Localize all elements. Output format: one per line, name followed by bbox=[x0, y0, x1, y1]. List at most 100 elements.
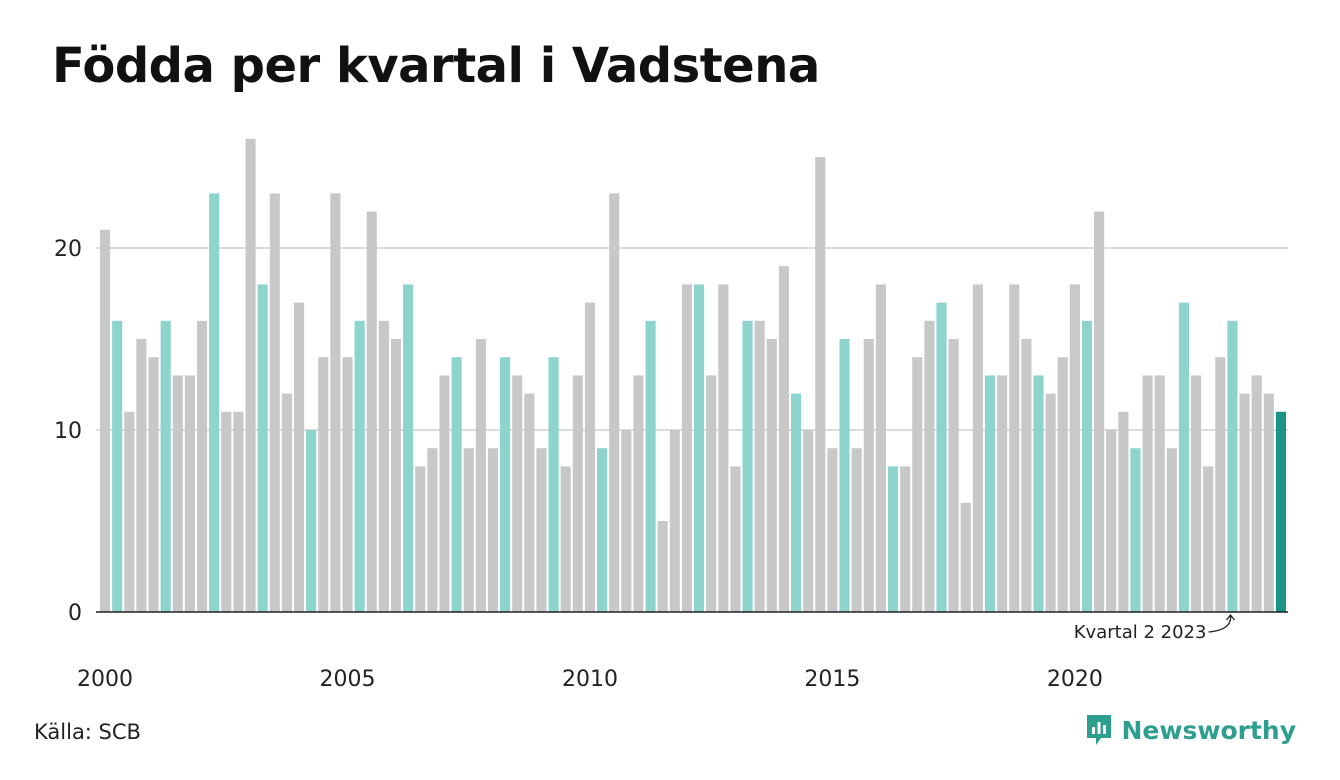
bar bbox=[148, 357, 159, 612]
bar bbox=[681, 284, 692, 612]
bar bbox=[160, 320, 171, 612]
bar bbox=[1033, 375, 1044, 612]
bar bbox=[694, 284, 705, 612]
bar bbox=[1130, 448, 1141, 612]
bar bbox=[390, 339, 402, 612]
bar bbox=[439, 375, 450, 612]
bar bbox=[427, 448, 438, 612]
bar bbox=[839, 339, 850, 612]
bar bbox=[257, 284, 268, 612]
bar bbox=[1045, 393, 1056, 612]
bar bbox=[269, 193, 280, 612]
x-tick-label: 2005 bbox=[320, 667, 376, 692]
bar bbox=[1094, 211, 1105, 612]
bar bbox=[1142, 375, 1153, 612]
bar bbox=[584, 302, 596, 612]
bar bbox=[1275, 411, 1286, 612]
bar bbox=[1166, 448, 1177, 612]
bar bbox=[415, 466, 426, 612]
brand-logo: Newsworthy bbox=[1084, 712, 1297, 748]
bar bbox=[718, 284, 729, 612]
bar bbox=[948, 339, 959, 612]
bar bbox=[827, 448, 838, 612]
bar bbox=[790, 393, 802, 612]
bar bbox=[863, 339, 874, 612]
bar bbox=[209, 193, 220, 612]
bar bbox=[560, 466, 571, 612]
bar bbox=[1118, 411, 1129, 612]
bar bbox=[1227, 320, 1238, 612]
bar bbox=[742, 320, 753, 612]
bar bbox=[815, 157, 826, 612]
bar bbox=[1191, 375, 1202, 612]
bar bbox=[778, 266, 789, 612]
bar bbox=[633, 375, 644, 612]
bar bbox=[318, 357, 329, 612]
bar bbox=[1178, 302, 1190, 612]
bar bbox=[875, 284, 886, 612]
bar bbox=[1251, 375, 1262, 612]
bars bbox=[100, 138, 1286, 613]
chart-title: Födda per kvartal i Vadstena bbox=[52, 38, 820, 94]
bar bbox=[900, 466, 911, 612]
bar bbox=[1081, 320, 1093, 612]
bar bbox=[572, 375, 583, 612]
bar bbox=[912, 357, 923, 612]
bar bbox=[645, 320, 656, 612]
y-tick-label: 10 bbox=[54, 419, 82, 444]
bar bbox=[184, 375, 195, 612]
bar bbox=[803, 430, 814, 612]
y-axis-ticks: 0 10 20 bbox=[54, 237, 82, 626]
bar bbox=[306, 430, 317, 612]
bar bbox=[924, 320, 935, 612]
bar bbox=[972, 284, 983, 612]
bar bbox=[1263, 393, 1274, 612]
source-note: Källa: SCB bbox=[34, 720, 141, 744]
x-tick-label: 2000 bbox=[77, 667, 133, 692]
bar bbox=[1203, 466, 1214, 612]
x-axis-ticks: 2000 2005 2010 2015 2020 bbox=[77, 667, 1103, 692]
bar bbox=[366, 211, 377, 612]
bar bbox=[1021, 339, 1032, 612]
bar bbox=[730, 466, 741, 612]
bar bbox=[112, 320, 123, 612]
bar bbox=[984, 375, 996, 612]
bar bbox=[403, 284, 414, 612]
bar bbox=[1215, 357, 1226, 612]
bar bbox=[1239, 393, 1250, 612]
bar bbox=[754, 320, 765, 612]
bar bbox=[548, 357, 559, 612]
bar bbox=[1057, 357, 1068, 612]
bar bbox=[100, 229, 111, 613]
bar bbox=[512, 375, 523, 612]
bar bbox=[330, 193, 341, 612]
y-tick-label: 0 bbox=[68, 601, 82, 626]
bar bbox=[463, 448, 474, 612]
x-tick-label: 2015 bbox=[804, 667, 860, 692]
bar bbox=[245, 138, 256, 613]
bar bbox=[451, 357, 462, 612]
bar bbox=[1069, 284, 1080, 612]
brand-name: Newsworthy bbox=[1121, 715, 1297, 745]
bar bbox=[293, 302, 305, 612]
bar bbox=[936, 302, 947, 612]
bar bbox=[609, 193, 620, 612]
bar bbox=[960, 502, 971, 612]
newsworthy-logo-icon bbox=[1086, 715, 1111, 745]
bar bbox=[997, 375, 1008, 612]
bar bbox=[124, 411, 135, 612]
bar bbox=[172, 375, 183, 612]
bar bbox=[136, 339, 147, 612]
bar bbox=[524, 393, 535, 612]
bar bbox=[1009, 284, 1020, 612]
bar bbox=[233, 411, 244, 612]
bar bbox=[342, 357, 353, 612]
bar bbox=[536, 448, 547, 612]
annotation: Kvartal 2 2023 bbox=[1074, 613, 1235, 643]
bar bbox=[887, 466, 899, 612]
bar bbox=[669, 430, 680, 612]
bar bbox=[766, 339, 777, 612]
bar bbox=[221, 411, 232, 612]
x-tick-label: 2010 bbox=[562, 667, 618, 692]
